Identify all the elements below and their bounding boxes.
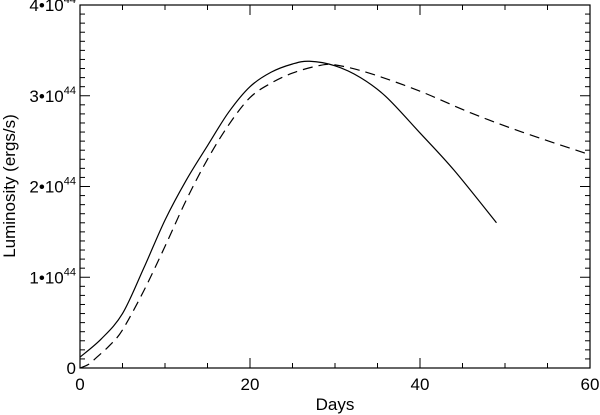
x-tick-label: 60 [581, 375, 600, 394]
series-solid-line [79, 60, 497, 358]
y-tick-exponent: 44 [64, 0, 76, 6]
y-tick-exponent: 44 [64, 85, 76, 97]
x-axis-label: Days [316, 395, 355, 414]
y-tick-label: 0 [67, 359, 76, 378]
x-tick-label: 20 [241, 375, 260, 394]
y-tick-mantissa: 2•10 [29, 178, 63, 197]
y-tick-label: 1•1044 [29, 266, 76, 287]
y-tick-label: 4•1044 [29, 0, 76, 15]
x-tick-label: 0 [75, 375, 84, 394]
y-tick-label: 3•1044 [29, 85, 76, 106]
y-tick-exponent: 44 [64, 266, 76, 278]
y-tick-mantissa: 3•10 [29, 87, 63, 106]
x-tick-label: 40 [411, 375, 430, 394]
y-tick-mantissa: 0 [67, 359, 76, 378]
y-axis-label: Luminosity (ergs/s) [0, 114, 19, 258]
plot-frame [79, 4, 591, 369]
y-tick-label: 2•1044 [29, 176, 76, 197]
y-tick-mantissa: 4•10 [29, 0, 63, 15]
series-dashed-line [79, 63, 591, 369]
y-tick-exponent: 44 [64, 176, 76, 188]
y-tick-mantissa: 1•10 [29, 268, 63, 287]
